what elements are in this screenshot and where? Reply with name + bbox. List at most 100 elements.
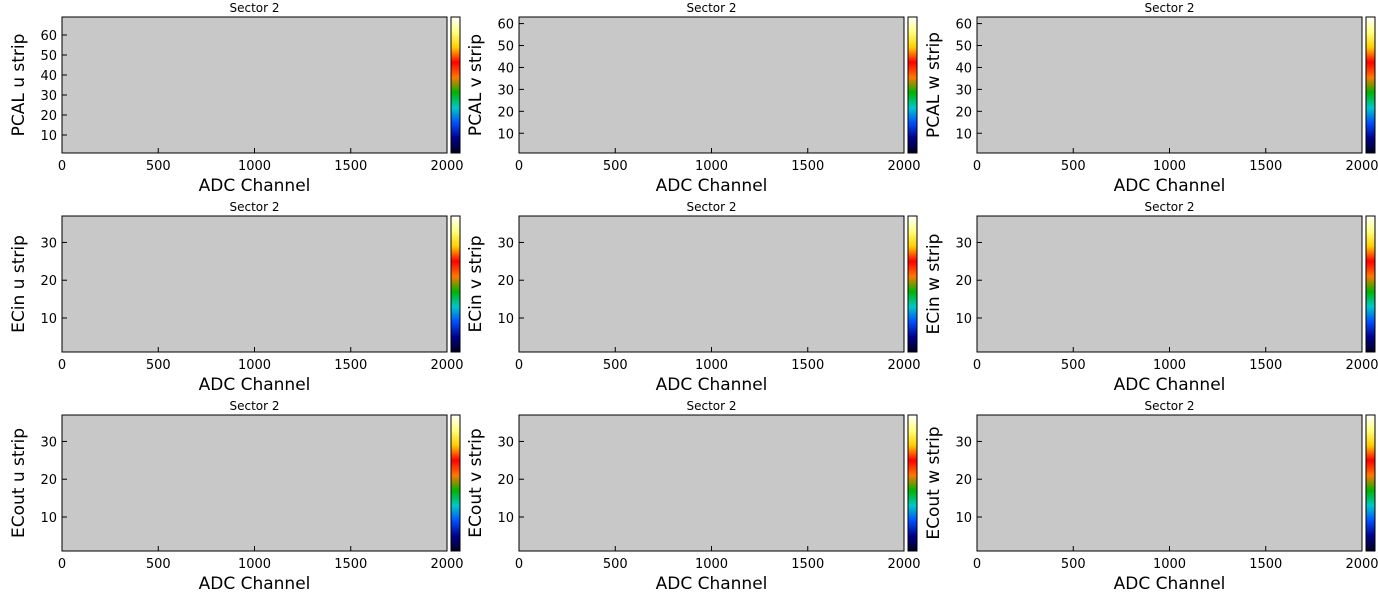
x-tick-label: 1500 [791,159,824,174]
heatmap-area [976,414,1363,552]
x-axis-label: ADC Channel [1114,375,1226,395]
y-tick-label: 30 [955,83,972,98]
x-tick-label: 2000 [430,557,463,572]
y-tick-label: 20 [497,274,514,289]
y-tick-label: 30 [40,435,57,450]
x-tick-label: 500 [146,557,171,572]
chart-panel-5: Sector 2 0 500 1000 1500 2000 10 20 30 ADC Channe… [466,200,921,395]
x-tick-label: 2000 [430,159,463,174]
heatmap-area [518,215,905,353]
x-tick-label: 1500 [334,358,367,373]
y-tick-label: 10 [40,312,57,327]
x-tick-label: 1000 [1153,159,1186,174]
x-tick-label: 500 [603,557,628,572]
y-tick-label: 20 [955,274,972,289]
x-tick-label: 2000 [887,358,920,373]
heatmap-area [976,16,1363,154]
y-axis-label: PCAL v strip [466,34,486,136]
chart-title: Sector 2 [1144,1,1194,15]
colorbar [450,414,461,552]
x-tick-label: 500 [146,159,171,174]
y-tick-label: 20 [955,105,972,120]
chart-panel-3: Sector 2 0 500 1000 1500 2000 10 20 30 40 50 60 ADC … [924,1,1378,196]
heatmap-area [61,16,448,154]
x-tick-label: 1500 [334,159,367,174]
chart-title: Sector 2 [1144,200,1194,214]
chart-panel-1: Sector 2 0 500 1000 1500 2000 10 20 30 40 50 60 ADC … [9,1,464,196]
chart-title: Sector 2 [1144,399,1194,413]
x-tick-label: 0 [973,358,981,373]
y-axis-label: ECout v strip [466,428,486,537]
chart-title: Sector 2 [686,1,736,15]
x-tick-label: 0 [58,159,66,174]
x-axis-label: ADC Channel [199,176,311,196]
y-tick-label: 50 [40,49,57,64]
y-tick-label: 60 [40,29,57,44]
x-tick-label: 1000 [1153,557,1186,572]
x-tick-label: 1000 [695,557,728,572]
x-tick-label: 2000 [887,557,920,572]
y-tick-label: 10 [497,312,514,327]
colorbar [1365,414,1376,552]
y-tick-label: 10 [955,127,972,142]
x-tick-label: 1500 [791,557,824,572]
y-axis-label: ECin v strip [466,235,486,332]
chart-panel-2: Sector 2 0 500 1000 1500 2000 10 20 30 40 50 60 ADC … [466,1,921,196]
x-tick-label: 500 [1061,159,1086,174]
x-tick-label: 1500 [334,557,367,572]
y-tick-label: 30 [497,83,514,98]
heatmap-area [518,16,905,154]
y-tick-label: 40 [497,61,514,76]
y-tick-label: 30 [955,236,972,251]
chart-title: Sector 2 [686,399,736,413]
colorbar [1365,215,1376,353]
x-tick-label: 0 [58,358,66,373]
y-tick-label: 10 [497,127,514,142]
x-tick-label: 2000 [1345,557,1378,572]
y-tick-label: 50 [497,40,514,55]
colorbar [450,215,461,353]
y-tick-label: 20 [40,473,57,488]
y-tick-label: 10 [40,511,57,526]
heatmap-area [61,414,448,552]
chart-panel-8: Sector 2 0 500 1000 1500 2000 10 20 30 ADC Channe… [466,399,921,594]
heatmap-area [61,215,448,353]
y-tick-label: 20 [955,473,972,488]
heatmap-area [976,215,1363,353]
y-tick-label: 40 [40,69,57,84]
chart-panel-4: Sector 2 0 500 1000 1500 2000 10 20 30 ADC Channe… [9,200,464,395]
y-axis-label: ECin u strip [9,235,29,333]
x-tick-label: 1500 [1249,159,1282,174]
x-tick-label: 2000 [1345,159,1378,174]
y-tick-label: 20 [497,473,514,488]
x-tick-label: 1500 [1249,557,1282,572]
y-tick-label: 30 [40,236,57,251]
x-tick-label: 1000 [238,557,271,572]
y-tick-label: 10 [40,129,57,144]
x-tick-label: 1000 [238,358,271,373]
y-tick-label: 60 [955,18,972,33]
colorbar [907,16,918,154]
x-tick-label: 500 [1061,557,1086,572]
y-axis-label: ECout u strip [9,428,29,538]
x-axis-label: ADC Channel [656,574,768,594]
x-tick-label: 2000 [1345,358,1378,373]
x-tick-label: 0 [58,557,66,572]
y-axis-label: PCAL u strip [9,34,29,137]
x-tick-label: 0 [973,557,981,572]
x-axis-label: ADC Channel [199,375,311,395]
x-tick-label: 2000 [430,358,463,373]
y-tick-label: 10 [497,511,514,526]
x-axis-label: ADC Channel [1114,176,1226,196]
x-axis-label: ADC Channel [656,176,768,196]
x-tick-label: 1000 [1153,358,1186,373]
x-tick-label: 500 [603,159,628,174]
y-tick-label: 50 [955,40,972,55]
y-tick-label: 10 [955,511,972,526]
heatmap-area [518,414,905,552]
y-tick-label: 40 [955,61,972,76]
x-tick-label: 1000 [695,159,728,174]
y-axis-label: ECin w strip [924,234,944,335]
chart-panel-6: Sector 2 0 500 1000 1500 2000 10 20 30 ADC Channe… [924,200,1378,395]
